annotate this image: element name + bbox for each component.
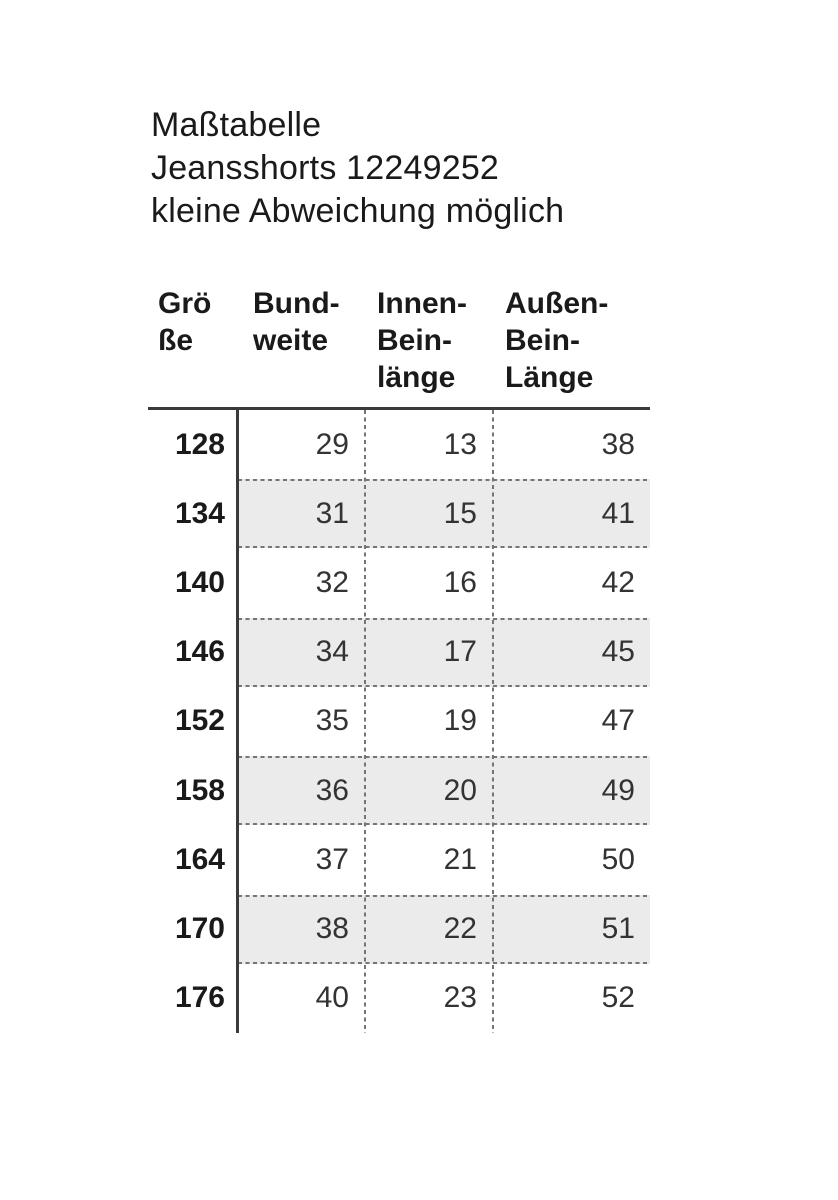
value-cell-bundweite: 35 [315, 704, 349, 738]
table-row-size-128: 128 29 13 38 [148, 410, 650, 479]
value-cell-innenbeinlaenge: 22 [443, 912, 477, 946]
value-cell-aussenbeinlaenge: 38 [601, 427, 635, 461]
value-cell-bundweite: 34 [315, 635, 349, 669]
column-header-aussenbeinlaenge: Außen- Bein- Länge [505, 287, 609, 394]
value-cell-bundweite: 36 [315, 773, 349, 807]
value-cell-innenbeinlaenge: 13 [443, 427, 477, 461]
size-cell: 146 [174, 635, 225, 669]
value-cell-aussenbeinlaenge: 47 [601, 704, 635, 738]
table-row-size-158: 158 36 20 49 [148, 756, 650, 826]
value-cell-bundweite: 37 [315, 842, 349, 876]
row-values: 37 21 50 [238, 825, 650, 894]
column-divider-dotted-2 [492, 410, 494, 1033]
value-cell-aussenbeinlaenge: 41 [601, 496, 635, 530]
title-line-1: Maßtabelle [151, 106, 322, 144]
value-cell-aussenbeinlaenge: 50 [601, 842, 635, 876]
table-row-size-146: 146 34 17 45 [148, 617, 650, 688]
column-header-innenbeinlaenge: Innen- Bein-länge [377, 287, 467, 394]
value-cell-aussenbeinlaenge: 51 [601, 912, 635, 946]
column-header-bundweite: Bund-weite [253, 287, 340, 357]
value-cell-innenbeinlaenge: 19 [443, 704, 477, 738]
table-rows: 128 29 13 38 134 31 15 41 140 32 16 42 146 34 17 45 152 3… [148, 410, 650, 1033]
row-values: 35 19 47 [238, 687, 650, 756]
size-cell: 164 [174, 842, 225, 876]
title-line-3: kleine Abweichung möglich [151, 192, 565, 230]
row-values: 36 20 49 [238, 756, 650, 826]
page-title: Maßtabelle Jeansshorts 12249252 kleine Abw… [151, 104, 564, 233]
value-cell-innenbeinlaenge: 17 [443, 635, 477, 669]
size-cell: 170 [174, 912, 225, 946]
value-cell-innenbeinlaenge: 15 [443, 496, 477, 530]
size-cell: 140 [174, 566, 225, 600]
value-cell-bundweite: 40 [315, 981, 349, 1015]
value-cell-bundweite: 29 [315, 427, 349, 461]
size-cell: 176 [174, 981, 225, 1015]
row-values: 40 23 52 [238, 964, 650, 1033]
title-line-2: Jeansshorts 12249252 [151, 149, 500, 187]
value-cell-aussenbeinlaenge: 45 [601, 635, 635, 669]
value-cell-aussenbeinlaenge: 42 [601, 566, 635, 600]
row-values: 29 13 38 [238, 410, 650, 479]
table-header-row: Grö ße Bund-weite Innen- Bein-länge Außen- Bei… [148, 285, 650, 396]
size-cell: 128 [174, 427, 225, 461]
table-row-size-170: 170 38 22 51 [148, 894, 650, 964]
table-row-size-164: 164 37 21 50 [148, 825, 650, 894]
size-chart-table-body: 128 29 13 38 134 31 15 41 140 32 16 42 146 34 17 45 152 3… [148, 410, 650, 1033]
value-cell-bundweite: 38 [315, 912, 349, 946]
value-cell-aussenbeinlaenge: 52 [601, 981, 635, 1015]
size-cell: 134 [174, 496, 225, 530]
value-cell-innenbeinlaenge: 23 [443, 981, 477, 1015]
column-header-groesse: Grö ße [158, 287, 212, 357]
table-row-size-134: 134 31 15 41 [148, 479, 650, 549]
table-row-size-176: 176 40 23 52 [148, 964, 650, 1033]
value-cell-innenbeinlaenge: 16 [443, 566, 477, 600]
table-row-size-152: 152 35 19 47 [148, 687, 650, 756]
column-divider-dotted-1 [364, 410, 366, 1033]
row-values: 34 17 45 [238, 617, 650, 688]
value-cell-aussenbeinlaenge: 49 [601, 773, 635, 807]
row-values: 38 22 51 [238, 894, 650, 964]
row-values: 31 15 41 [238, 479, 650, 549]
header-divider-line [148, 407, 650, 410]
value-cell-innenbeinlaenge: 20 [443, 773, 477, 807]
table-row-size-140: 140 32 16 42 [148, 548, 650, 617]
row-values: 32 16 42 [238, 548, 650, 617]
column-divider-solid [236, 410, 239, 1033]
size-cell: 158 [174, 773, 225, 807]
size-cell: 152 [174, 704, 225, 738]
value-cell-bundweite: 31 [315, 496, 349, 530]
value-cell-innenbeinlaenge: 21 [443, 842, 477, 876]
value-cell-bundweite: 32 [315, 566, 349, 600]
